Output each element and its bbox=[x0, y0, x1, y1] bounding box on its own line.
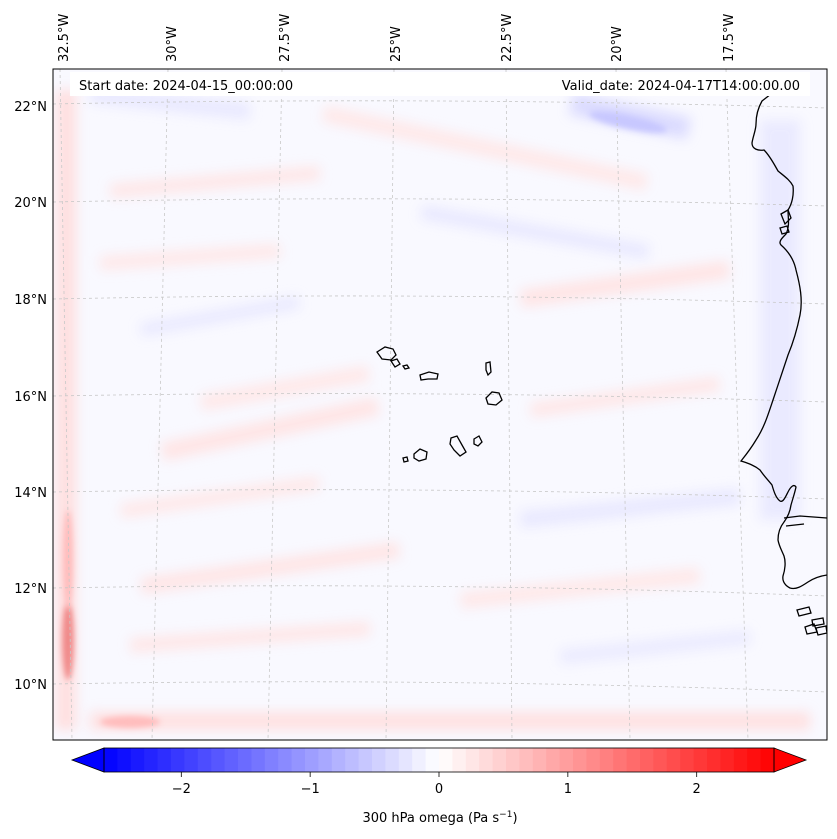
colorbar-tick-label: 1 bbox=[564, 782, 572, 797]
colorbar-step bbox=[465, 748, 480, 772]
lon-label: 17.5°W bbox=[722, 14, 737, 62]
colorbar-step bbox=[653, 748, 668, 772]
lat-label: 22°N bbox=[14, 100, 47, 115]
colorbar-ticks: −2 −1 0 1 2 bbox=[172, 772, 701, 797]
lat-label: 16°N bbox=[14, 390, 47, 405]
colorbar-label: 300 hPa omega (Pa s−1) bbox=[362, 810, 517, 826]
colorbar-arrow-high bbox=[773, 747, 808, 773]
colorbar-step bbox=[331, 748, 346, 772]
lon-label: 32.5°W bbox=[57, 14, 72, 62]
header-band bbox=[70, 72, 810, 96]
colorbar-step bbox=[372, 748, 386, 772]
santo-antao-island bbox=[376, 346, 397, 361]
colorbar-step bbox=[264, 748, 279, 772]
colorbar-step bbox=[479, 748, 493, 772]
colorbar-step bbox=[130, 748, 145, 772]
colorbar-step bbox=[398, 748, 413, 772]
colorbar-arrow-low bbox=[70, 747, 105, 773]
lon-label: 30°W bbox=[165, 26, 180, 62]
colorbar-step bbox=[680, 748, 694, 772]
santiago-island bbox=[449, 435, 467, 457]
colorbar-step bbox=[117, 748, 132, 772]
coastline bbox=[376, 82, 827, 636]
colorbar-step bbox=[506, 748, 520, 772]
colorbar-step bbox=[573, 748, 587, 772]
colorbar-step bbox=[358, 748, 373, 772]
colorbar-step bbox=[599, 748, 614, 772]
longitude-labels: 32.5°W 30°W 27.5°W 25°W 22.5°W 20°W 17.5… bbox=[57, 14, 737, 62]
colorbar-step bbox=[104, 748, 118, 772]
sao-vicente-island bbox=[389, 358, 401, 368]
lat-label: 10°N bbox=[14, 678, 47, 693]
map-area: Start date: 2024-04-15_00:00:00 Valid_da… bbox=[52, 68, 828, 741]
colorbar-step bbox=[318, 748, 333, 772]
colorbar-step bbox=[171, 748, 185, 772]
lat-label: 18°N bbox=[14, 293, 47, 308]
colorbar-step bbox=[559, 748, 574, 772]
colorbar-step bbox=[157, 748, 172, 772]
colorbar-tick-label: 0 bbox=[435, 782, 443, 797]
valid-date-label: Valid_date: 2024-04-17T14:00:00.00 bbox=[562, 79, 800, 94]
colorbar-step bbox=[613, 748, 627, 772]
colorbar: −2 −1 0 1 2 300 hPa omega (Pa s−1) bbox=[70, 747, 808, 826]
lon-label: 22.5°W bbox=[500, 14, 515, 62]
colorbar-step bbox=[747, 748, 761, 772]
colorbar-step bbox=[238, 748, 252, 772]
sao-nicolau-island bbox=[419, 371, 439, 381]
colorbar-step bbox=[693, 748, 708, 772]
colorbar-step bbox=[278, 748, 292, 772]
colorbar-step bbox=[211, 748, 225, 772]
colorbar-step bbox=[439, 748, 453, 772]
sal-island bbox=[485, 361, 492, 377]
colorbar-step bbox=[640, 748, 654, 772]
colorbar-step bbox=[385, 748, 400, 772]
lat-label: 20°N bbox=[14, 196, 47, 211]
colorbar-step bbox=[251, 748, 266, 772]
colorbar-step bbox=[586, 748, 601, 772]
colorbar-step bbox=[452, 748, 467, 772]
lat-label: 12°N bbox=[14, 582, 47, 597]
colorbar-tick-label: 2 bbox=[693, 782, 701, 797]
colorbar-step bbox=[532, 748, 547, 772]
fogo-island bbox=[413, 448, 428, 462]
colorbar-step bbox=[345, 748, 359, 772]
colorbar-step bbox=[184, 748, 199, 772]
colorbar-step bbox=[519, 748, 534, 772]
santa-luzia-island bbox=[401, 364, 411, 370]
start-date-label: Start date: 2024-04-15_00:00:00 bbox=[79, 79, 293, 94]
colorbar-step bbox=[144, 748, 158, 772]
map-frame bbox=[52, 68, 828, 741]
lat-label: 14°N bbox=[14, 486, 47, 501]
graticule bbox=[53, 69, 827, 740]
maio-island bbox=[473, 435, 483, 447]
colorbar-step bbox=[733, 748, 748, 772]
colorbar-step bbox=[224, 748, 239, 772]
colorbar-step bbox=[720, 748, 735, 772]
colorbar-steps bbox=[104, 748, 775, 772]
colorbar-step bbox=[305, 748, 319, 772]
latitude-labels: 22°N 20°N 18°N 16°N 14°N 12°N 10°N bbox=[14, 100, 47, 693]
colorbar-step bbox=[666, 748, 681, 772]
colorbar-step bbox=[425, 748, 440, 772]
colorbar-step bbox=[492, 748, 507, 772]
boa-vista-island bbox=[485, 391, 503, 406]
lon-label: 20°W bbox=[610, 26, 625, 62]
colorbar-step bbox=[626, 748, 641, 772]
colorbar-step bbox=[291, 748, 306, 772]
colorbar-step bbox=[197, 748, 212, 772]
africa-coastline bbox=[739, 82, 827, 590]
brava-island bbox=[402, 456, 409, 463]
lon-label: 25°W bbox=[389, 26, 404, 62]
colorbar-step bbox=[412, 748, 426, 772]
colorbar-step bbox=[546, 748, 560, 772]
lon-label: 27.5°W bbox=[278, 14, 293, 62]
colorbar-step bbox=[760, 748, 775, 772]
colorbar-tick-label: −1 bbox=[301, 782, 320, 797]
colorbar-step bbox=[707, 748, 721, 772]
colorbar-tick-label: −2 bbox=[172, 782, 191, 797]
